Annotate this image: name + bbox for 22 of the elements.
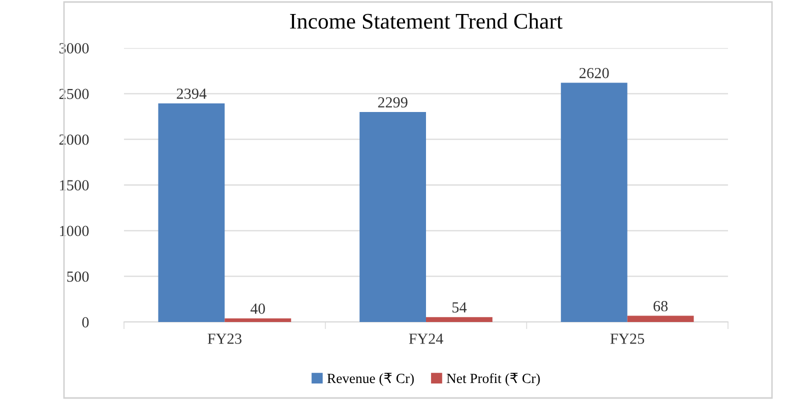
data-label: 2299 bbox=[378, 97, 408, 108]
bar bbox=[224, 318, 292, 322]
legend-label: Revenue (₹ Cr) bbox=[327, 372, 414, 386]
data-label: 2394 bbox=[176, 88, 206, 99]
y-tick-label: 500 bbox=[67, 271, 89, 282]
data-label: 40 bbox=[250, 304, 265, 314]
bar bbox=[426, 317, 492, 322]
bar bbox=[627, 316, 694, 322]
data-label: 54 bbox=[452, 302, 467, 313]
data-label: 2620 bbox=[580, 68, 609, 78]
x-tick-label: FY25 bbox=[610, 334, 644, 344]
y-tick-label: 1000 bbox=[60, 226, 89, 236]
y-tick-label: 1500 bbox=[60, 180, 89, 190]
bar bbox=[360, 112, 426, 322]
x-tick-label: FY24 bbox=[409, 334, 444, 344]
legend-label: Net Profit (₹ Cr) bbox=[446, 372, 540, 386]
bar bbox=[158, 103, 225, 322]
x-tick-label: FY23 bbox=[208, 334, 242, 344]
y-tick-label: 0 bbox=[82, 317, 89, 328]
bar bbox=[560, 82, 628, 322]
data-label: 68 bbox=[654, 300, 668, 312]
chart-title: Income Statement Trend Chart bbox=[290, 13, 563, 29]
